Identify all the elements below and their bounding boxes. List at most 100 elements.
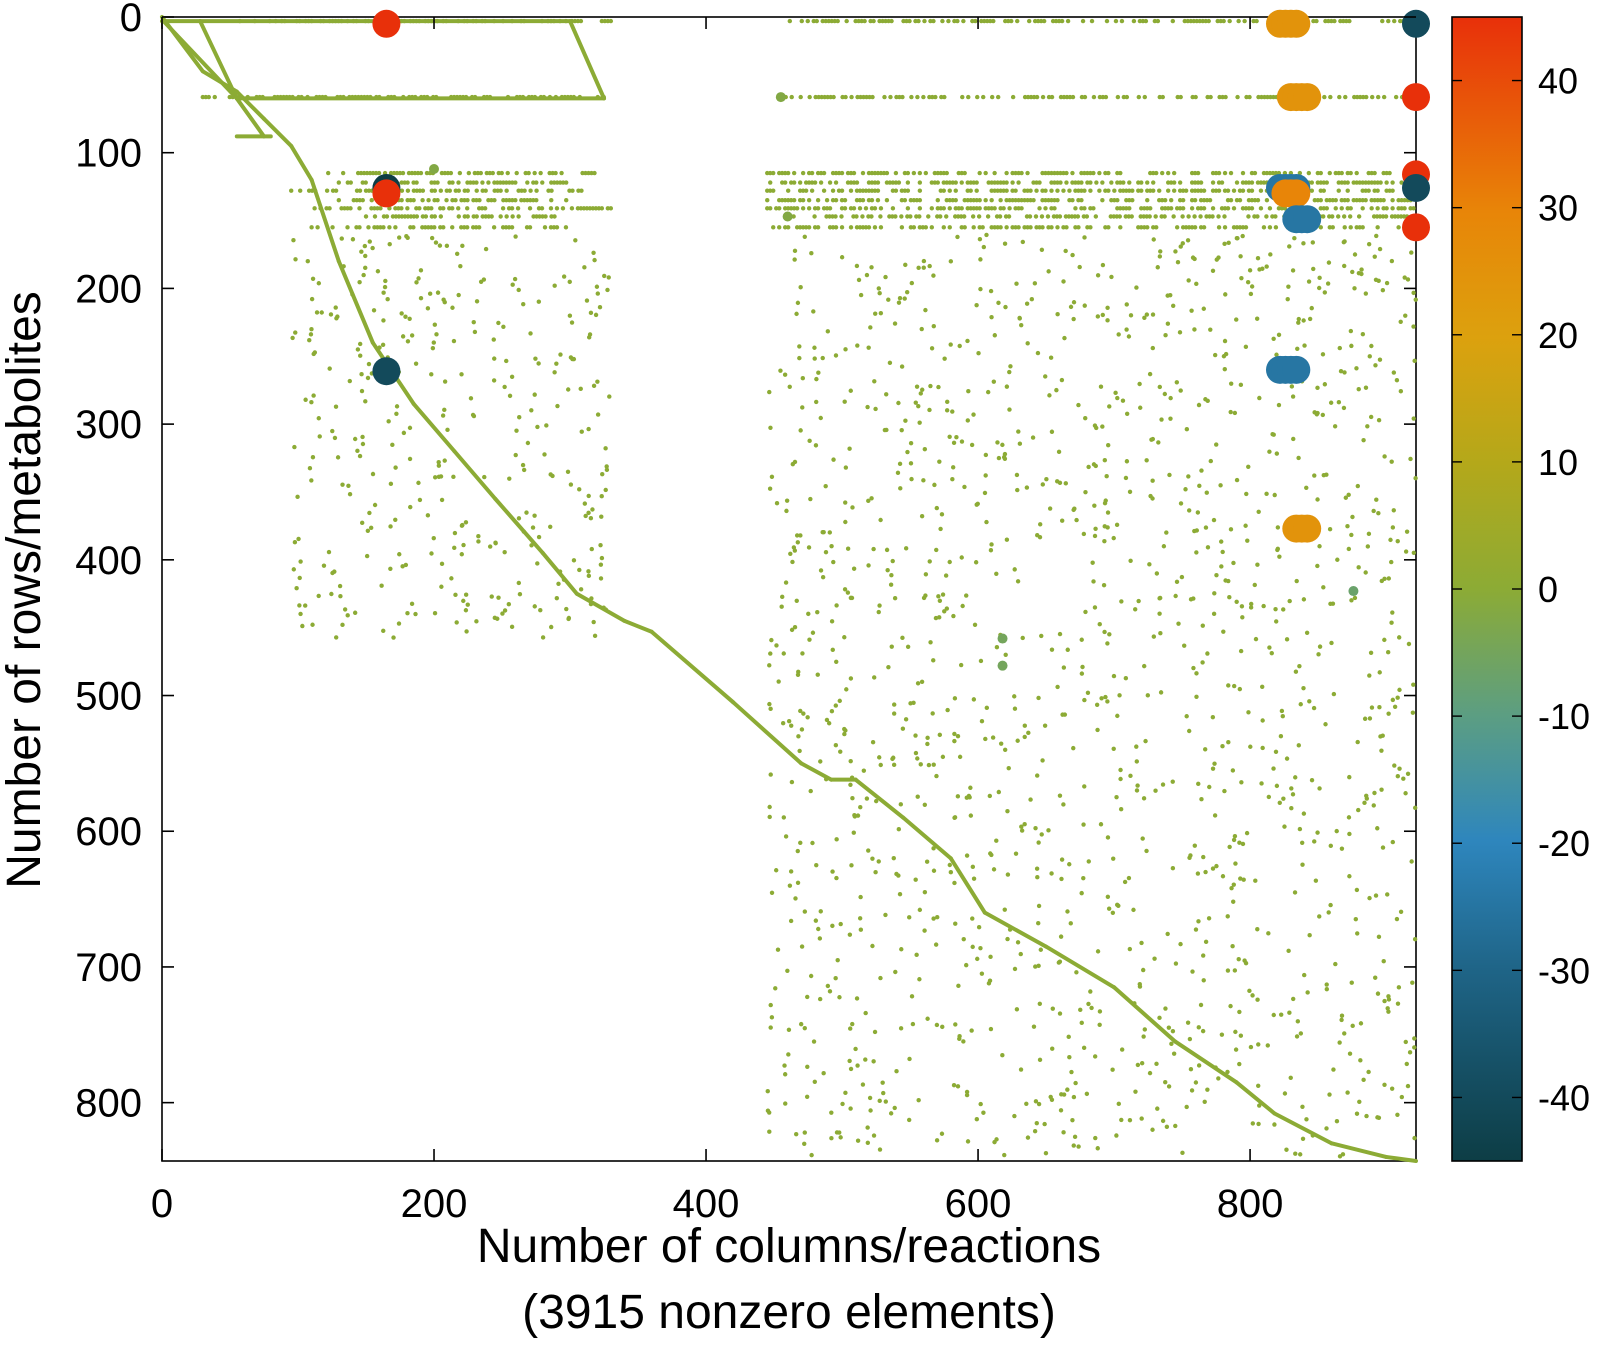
- band-dot: [557, 18, 563, 24]
- scatter-dot: [1100, 312, 1105, 318]
- scatter-dot: [1154, 1061, 1159, 1067]
- band-dot: [345, 225, 350, 230]
- band-dot: [1157, 188, 1162, 193]
- scatter-dot: [994, 571, 999, 576]
- scatter-dot: [848, 782, 853, 787]
- band-dot: [378, 206, 383, 211]
- structure-segment: [309, 177, 341, 264]
- scatter-dot: [892, 1105, 897, 1111]
- scatter-dot: [1032, 1129, 1038, 1134]
- scatter-dot: [968, 785, 973, 790]
- highlight-point: [1402, 9, 1430, 38]
- scatter-dot: [516, 287, 521, 293]
- scatter-dot: [1105, 305, 1110, 310]
- band-dot: [941, 206, 946, 211]
- band-dot: [1249, 188, 1255, 193]
- scatter-dot: [812, 1079, 817, 1084]
- band-dot: [341, 94, 346, 100]
- scatter-dot: [848, 1106, 853, 1111]
- band-dot: [474, 214, 479, 219]
- scatter-dot: [1180, 1150, 1185, 1156]
- scatter-dot: [1291, 436, 1296, 442]
- scatter-dot: [988, 548, 994, 553]
- band-dot: [474, 180, 479, 185]
- band-dot: [863, 206, 869, 211]
- band-dot: [1372, 170, 1377, 176]
- scatter-dot: [1410, 710, 1416, 715]
- scatter-dot: [1229, 885, 1234, 891]
- scatter-dot: [340, 482, 345, 487]
- scatter-dot: [1202, 747, 1208, 752]
- scatter-dot: [1403, 313, 1408, 318]
- scatter-dot: [1395, 1001, 1401, 1006]
- scatter-dot: [816, 370, 821, 375]
- band-dot: [426, 198, 431, 203]
- band-dot: [500, 18, 506, 24]
- scatter-dot: [802, 909, 808, 914]
- band-dot: [1333, 206, 1338, 211]
- band-dot: [509, 225, 515, 230]
- scatter-dot: [787, 883, 793, 888]
- scatter-dot: [880, 1080, 885, 1085]
- band-dot: [1332, 18, 1337, 24]
- scatter-dot: [918, 762, 923, 767]
- scatter-dot: [334, 316, 339, 321]
- band-dot: [483, 188, 488, 193]
- scatter-dot: [1014, 281, 1019, 286]
- band-dot: [1336, 214, 1341, 219]
- band-dot: [991, 18, 996, 24]
- scatter-dot: [1206, 916, 1212, 921]
- scatter-dot: [978, 257, 983, 262]
- scatter-dot: [333, 635, 339, 640]
- band-dot: [962, 225, 967, 230]
- band-dot: [1216, 225, 1222, 230]
- band-dot: [896, 180, 902, 185]
- band-dot: [500, 206, 506, 211]
- scatter-dot: [1061, 802, 1066, 807]
- scatter-dot: [1102, 629, 1107, 635]
- band-dot: [405, 206, 410, 211]
- scatter-dot: [1119, 1047, 1125, 1052]
- scatter-dot: [482, 474, 487, 480]
- scatter-dot: [1332, 424, 1338, 429]
- scatter-dot: [548, 524, 553, 529]
- scatter-dot: [1350, 514, 1355, 520]
- scatter-dot: [864, 796, 870, 801]
- scatter-dot: [381, 318, 386, 323]
- highlight-point: [997, 660, 1008, 671]
- band-dot: [995, 94, 1001, 100]
- scatter-dot: [829, 1136, 834, 1141]
- band-dot: [239, 94, 244, 100]
- scatter-dot: [295, 494, 300, 500]
- scatter-dot: [1222, 338, 1228, 344]
- band-dot: [560, 206, 566, 211]
- band-dot: [489, 214, 494, 219]
- scatter-dot: [1374, 233, 1379, 239]
- scatter-dot: [436, 463, 442, 468]
- band-dot: [444, 198, 449, 203]
- scatter-dot: [1369, 343, 1374, 349]
- scatter-dot: [834, 603, 839, 608]
- scatter-dot: [964, 853, 970, 858]
- scatter-dot: [1238, 876, 1243, 881]
- band-dot: [1390, 198, 1395, 203]
- x-axis: 0 200 400 600 800: [151, 17, 1283, 1226]
- scatter-dot: [806, 545, 812, 550]
- scatter-dot: [1269, 650, 1274, 656]
- scatter-dot: [542, 452, 547, 457]
- scatter-dot: [830, 869, 835, 874]
- band-dot: [465, 214, 470, 219]
- y-tick-label: 300: [75, 403, 142, 447]
- scatter-dot: [804, 1094, 810, 1100]
- scatter-dot: [431, 340, 437, 345]
- scatter-dot: [1191, 665, 1196, 671]
- band-dot: [463, 94, 469, 100]
- band-dot: [230, 94, 235, 100]
- scatter-dot: [1070, 252, 1075, 258]
- scatter-dot: [892, 321, 898, 326]
- scatter-dot: [1411, 416, 1416, 421]
- scatter-dot: [1264, 491, 1269, 497]
- scatter-dot: [1267, 645, 1272, 650]
- scatter-dot: [1036, 695, 1041, 701]
